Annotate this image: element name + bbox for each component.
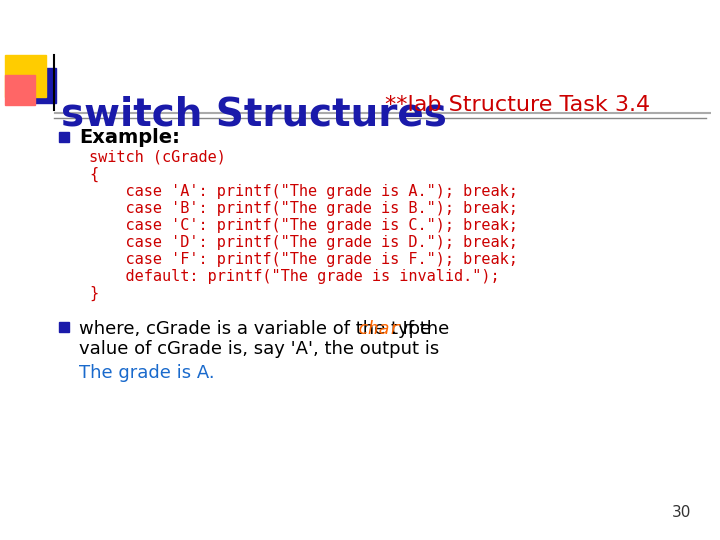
Text: where, cGrade is a variable of the type: where, cGrade is a variable of the type xyxy=(79,320,437,338)
Text: value of cGrade is, say 'A', the output is: value of cGrade is, say 'A', the output … xyxy=(79,340,439,358)
Text: char: char xyxy=(357,320,401,338)
Text: case 'F': printf("The grade is F."); break;: case 'F': printf("The grade is F."); bre… xyxy=(89,252,518,267)
Bar xyxy=(59,132,69,142)
Text: The grade is A.: The grade is A. xyxy=(79,364,215,382)
Text: case 'A': printf("The grade is A."); break;: case 'A': printf("The grade is A."); bre… xyxy=(89,184,518,199)
Bar xyxy=(5,75,35,105)
Text: {: { xyxy=(89,167,98,182)
Text: case 'D': printf("The grade is D."); break;: case 'D': printf("The grade is D."); bre… xyxy=(89,235,518,250)
Text: Example:: Example: xyxy=(79,128,180,147)
Text: 30: 30 xyxy=(672,505,691,520)
Text: case 'C': printf("The grade is C."); break;: case 'C': printf("The grade is C."); bre… xyxy=(89,218,518,233)
Bar xyxy=(22,68,56,103)
Text: }: } xyxy=(89,286,98,301)
Text: case 'B': printf("The grade is B."); break;: case 'B': printf("The grade is B."); bre… xyxy=(89,201,518,216)
Text: . If the: . If the xyxy=(391,320,449,338)
Text: **lab Structure Task 3.4: **lab Structure Task 3.4 xyxy=(385,95,650,115)
Text: switch (cGrade): switch (cGrade) xyxy=(89,150,225,165)
Text: switch Structures: switch Structures xyxy=(61,95,447,133)
Bar xyxy=(59,322,69,332)
Text: default: printf("The grade is invalid.");: default: printf("The grade is invalid.")… xyxy=(89,269,500,284)
Bar xyxy=(5,55,46,97)
